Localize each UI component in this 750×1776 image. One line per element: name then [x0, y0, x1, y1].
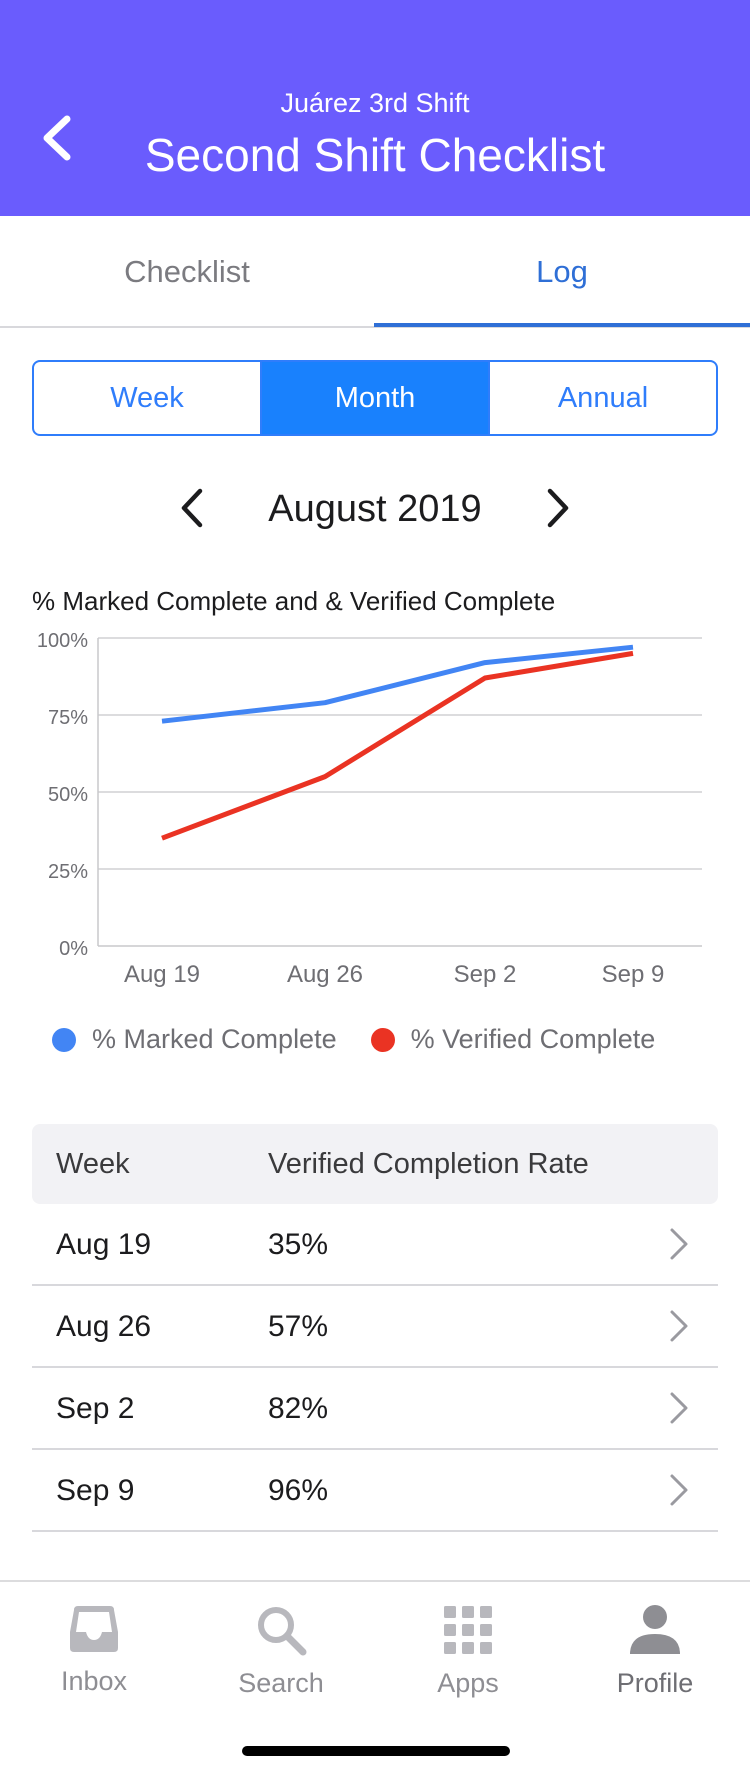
y-tick-label: 75% — [48, 707, 88, 729]
row-rate: 57% — [268, 1310, 329, 1343]
tabbar-profile[interactable]: Profile — [561, 1604, 749, 1714]
row-week: Sep 9 — [56, 1474, 135, 1507]
table-row[interactable]: Sep 2 82% — [32, 1368, 718, 1450]
row-week: Aug 26 — [56, 1310, 152, 1343]
chart-title: % Marked Complete and & Verified Complet… — [32, 586, 556, 616]
legend-item-verified: % Verified Complete — [370, 1024, 656, 1055]
segment-annual[interactable]: Annual — [488, 362, 716, 434]
legend-label-marked: % Marked Complete — [92, 1024, 337, 1054]
x-tick-label: Sep 9 — [602, 961, 665, 988]
row-week: Sep 2 — [56, 1392, 135, 1425]
x-tick-label: Aug 19 — [124, 961, 200, 988]
search-icon — [258, 1607, 307, 1656]
legend-item-marked: % Marked Complete — [52, 1024, 337, 1055]
chevron-left-icon — [181, 488, 203, 528]
chart-legend: % Marked Complete % Verified Complete — [52, 1024, 689, 1055]
tabbar-inbox[interactable]: Inbox — [0, 1604, 188, 1714]
tab-checklist[interactable]: Checklist — [124, 254, 250, 289]
tabbar-label: Search — [238, 1668, 324, 1698]
bottom-tab-bar: Inbox Search Apps Profile — [0, 1580, 750, 1776]
chevron-right-icon — [670, 1228, 688, 1260]
period-segmented-control: Week Month Annual — [32, 360, 718, 436]
series-line-verified-complete — [161, 650, 634, 841]
segment-week[interactable]: Week — [110, 381, 184, 414]
legend-label-verified: % Verified Complete — [410, 1024, 656, 1054]
tabbar-label: Profile — [616, 1668, 694, 1698]
completion-table: Week Verified Completion Rate Aug 19 35%… — [32, 1124, 718, 1532]
y-tick-label: 25% — [48, 861, 88, 883]
table-header: Week Verified Completion Rate — [32, 1124, 718, 1204]
chevron-right-icon — [670, 1474, 688, 1506]
x-tick-label: Aug 26 — [287, 961, 363, 988]
x-tick-label: Sep 2 — [454, 961, 517, 988]
tabbar-search[interactable]: Search — [187, 1604, 375, 1714]
active-tab-indicator — [374, 323, 750, 327]
series-line-marked-complete — [161, 644, 634, 724]
column-header-rate: Verified Completion Rate — [268, 1148, 589, 1180]
app-header: Juárez 3rd Shift Second Shift Checklist — [0, 0, 750, 216]
table-row[interactable]: Aug 19 35% — [32, 1204, 718, 1286]
next-period-button[interactable] — [534, 484, 582, 532]
tab-log[interactable]: Log — [536, 254, 588, 289]
previous-period-button[interactable] — [168, 484, 216, 532]
y-tick-label: 100% — [37, 630, 88, 652]
completion-line-chart: 100% 75% 50% 25% 0% Aug 19 Aug 26 Sep 2 Sep 9 — [37, 630, 702, 988]
page-title: Second Shift Checklist — [144, 129, 606, 181]
period-label: August 2019 — [268, 488, 482, 530]
profile-icon — [630, 1605, 680, 1654]
legend-dot-verified — [370, 1027, 395, 1052]
table-row[interactable]: Aug 26 57% — [32, 1286, 718, 1368]
y-tick-label: 50% — [48, 784, 88, 806]
legend-dot-marked — [52, 1027, 76, 1052]
chevron-right-icon — [670, 1392, 688, 1424]
chevron-left-icon — [43, 115, 71, 161]
tabbar-label: Apps — [437, 1668, 499, 1698]
chevron-right-icon — [670, 1310, 688, 1342]
home-indicator — [242, 1746, 510, 1756]
row-rate: 96% — [268, 1474, 329, 1507]
apps-grid-icon — [444, 1606, 492, 1654]
row-rate: 35% — [268, 1228, 329, 1261]
column-header-week: Week — [56, 1148, 130, 1180]
row-rate: 82% — [268, 1392, 329, 1425]
table-row[interactable]: Sep 9 96% — [32, 1450, 718, 1532]
chevron-right-icon — [547, 488, 569, 528]
period-navigator: August 2019 — [0, 470, 750, 546]
segment-month[interactable]: Month — [260, 362, 488, 434]
tabbar-apps[interactable]: Apps — [374, 1604, 562, 1714]
back-button[interactable] — [28, 108, 84, 168]
inbox-icon — [70, 1606, 118, 1652]
row-week: Aug 19 — [56, 1228, 152, 1261]
y-tick-label: 0% — [59, 938, 88, 960]
tabbar-label: Inbox — [60, 1666, 128, 1696]
header-subtitle: Juárez 3rd Shift — [280, 88, 470, 118]
tab-bar-top: Checklist Log — [0, 216, 750, 328]
